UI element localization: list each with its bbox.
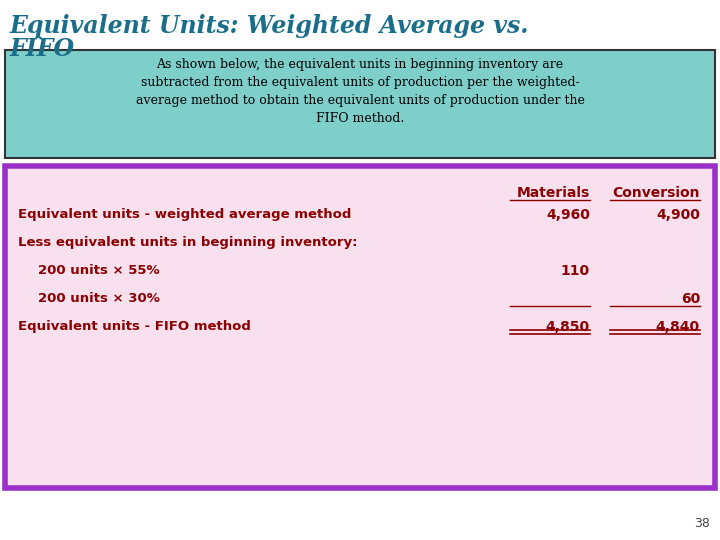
Text: Equivalent units - weighted average method: Equivalent units - weighted average meth…	[18, 208, 351, 221]
Text: 200 units × 30%: 200 units × 30%	[38, 292, 160, 305]
Text: 4,840: 4,840	[656, 320, 700, 334]
Text: Materials: Materials	[517, 186, 590, 200]
Text: Conversion: Conversion	[613, 186, 700, 200]
Text: 110: 110	[561, 264, 590, 278]
Text: FIFO: FIFO	[10, 37, 75, 61]
Text: 4,960: 4,960	[546, 208, 590, 222]
Text: Equivalent Units: Weighted Average vs.: Equivalent Units: Weighted Average vs.	[10, 14, 529, 38]
FancyBboxPatch shape	[5, 50, 715, 158]
Text: 60: 60	[680, 292, 700, 306]
Text: 200 units × 55%: 200 units × 55%	[38, 264, 160, 277]
FancyBboxPatch shape	[5, 166, 715, 488]
Text: Less equivalent units in beginning inventory:: Less equivalent units in beginning inven…	[18, 236, 358, 249]
Text: 38: 38	[694, 517, 710, 530]
Text: 4,850: 4,850	[546, 320, 590, 334]
Text: Equivalent units - FIFO method: Equivalent units - FIFO method	[18, 320, 251, 333]
Text: As shown below, the equivalent units in beginning inventory are
subtracted from : As shown below, the equivalent units in …	[135, 58, 585, 125]
Text: 4,900: 4,900	[656, 208, 700, 222]
